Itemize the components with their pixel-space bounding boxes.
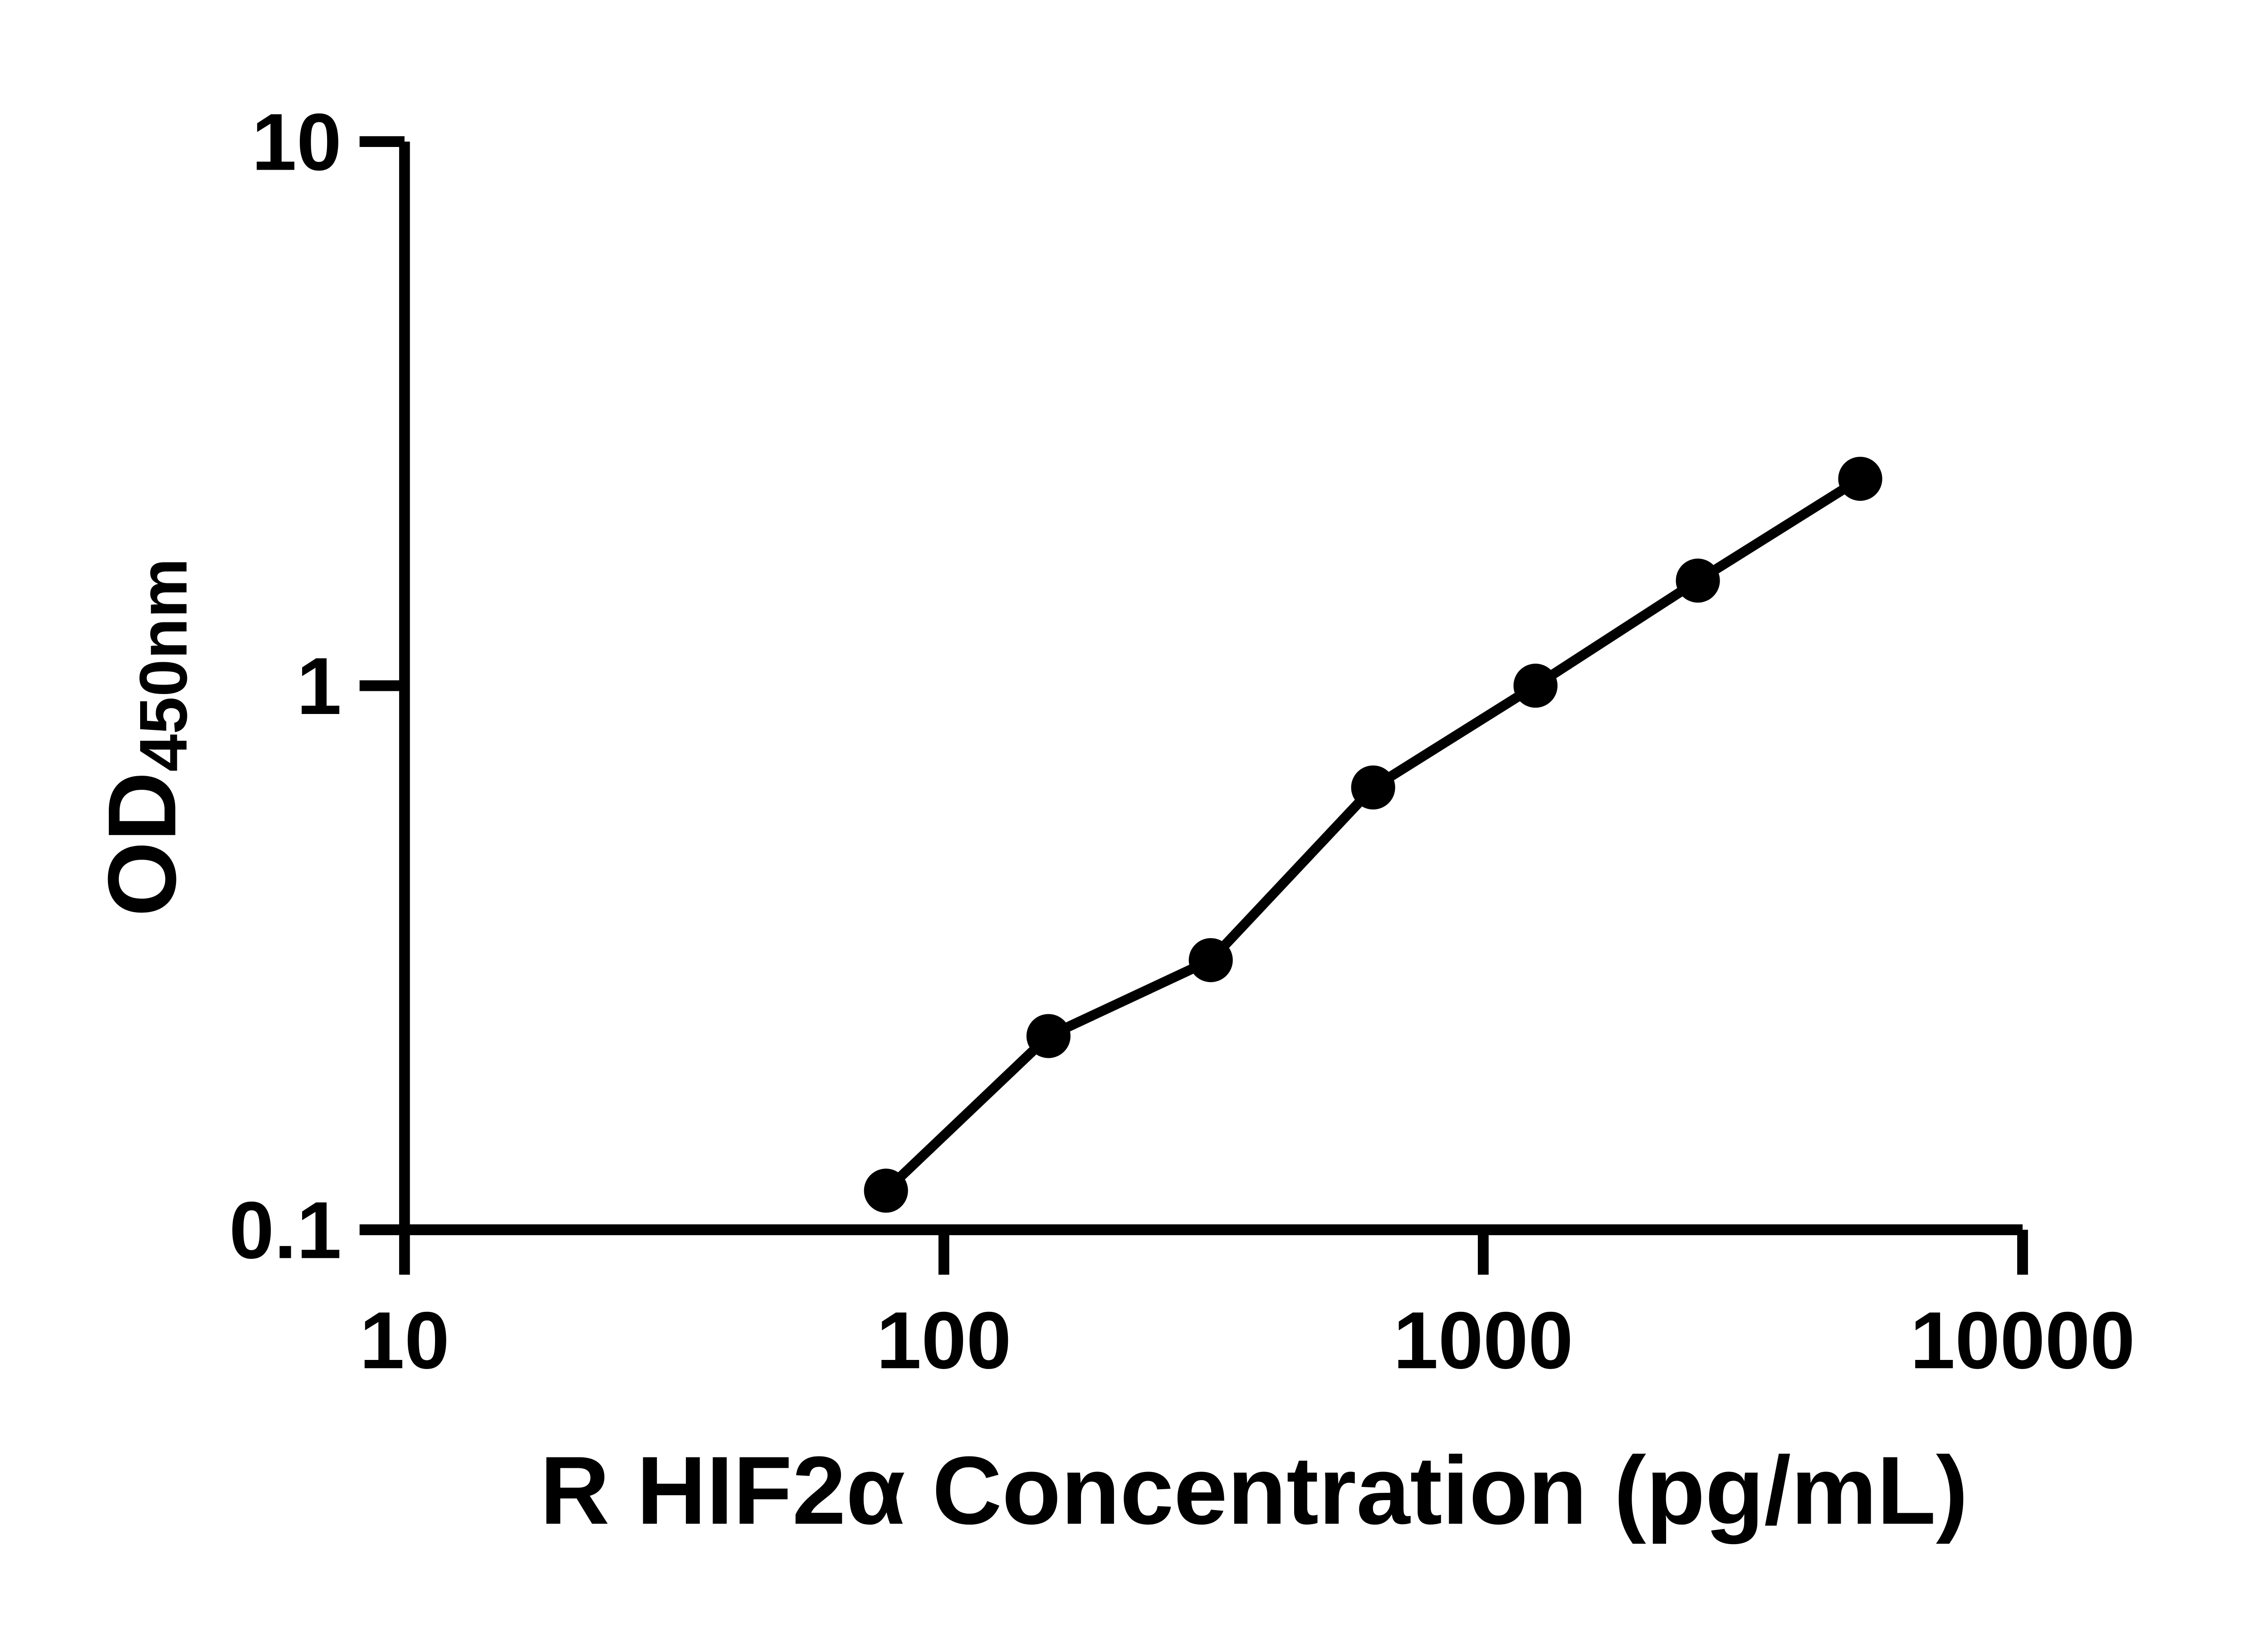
data-point <box>864 1169 908 1213</box>
x-axis-title: R HIF2α Concentration (pg/mL) <box>540 1437 1968 1545</box>
x-tick-label: 10000 <box>1910 1295 2135 1385</box>
y-tick-label: 1 <box>297 641 342 731</box>
data-point <box>1676 558 1720 603</box>
data-point <box>1351 765 1395 810</box>
x-tick-label: 100 <box>876 1295 1012 1385</box>
y-axis-title-subscript: 450nm <box>126 558 201 772</box>
x-tick-label: 1000 <box>1393 1295 1574 1385</box>
y-axis-title-main: OD <box>88 772 196 917</box>
data-point <box>1513 664 1558 708</box>
data-point <box>1838 456 1882 501</box>
y-tick-label: 0.1 <box>229 1185 342 1275</box>
data-point <box>1188 938 1233 983</box>
data-point <box>1026 1014 1071 1058</box>
x-tick-label: 10 <box>360 1295 450 1385</box>
y-axis-title: OD450nm <box>88 558 201 916</box>
y-tick-label: 10 <box>252 97 342 187</box>
